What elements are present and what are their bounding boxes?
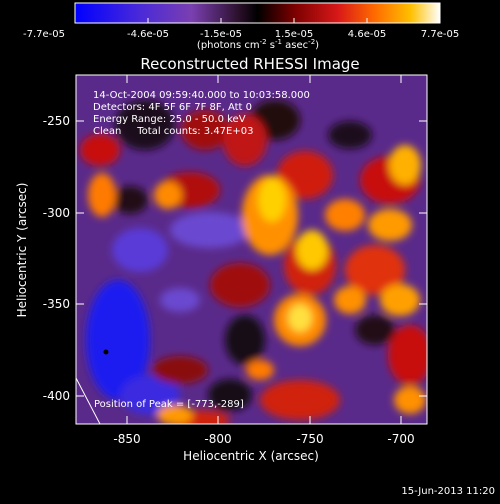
- x-tick-label: -800: [204, 432, 231, 446]
- footer-date: 15-Jun-2013 11:20: [401, 486, 495, 497]
- colorbar-tick-labels: -7.7e-05 -4.6e-05 -1.5e-05 1.5e-05 4.6e-…: [23, 29, 459, 40]
- peak-position-label: Position of Peak = [-773,-289]: [94, 399, 244, 410]
- peak-marker: [103, 349, 109, 355]
- annotation-line: 14-Oct-2004 09:59:40.000 to 10:03:58.000: [93, 90, 310, 101]
- y-axis-ticks: [76, 120, 427, 397]
- x-axis-ticks: [126, 75, 402, 424]
- y-axis-label: Heliocentric Y (arcsec): [15, 183, 29, 318]
- colorbar: [74, 2, 441, 24]
- x-tick-label: -850: [113, 432, 140, 446]
- x-tick-label: -750: [296, 432, 323, 446]
- cbar-tick-label: 7.7e-05: [421, 29, 459, 40]
- plot-frame: [75, 74, 428, 425]
- y-tick-labels: -250 -300 -350 -400: [43, 114, 70, 403]
- annotation-line: Clean Total counts: 3.47E+03: [93, 126, 253, 137]
- cbar-tick-label: -4.6e-05: [127, 29, 169, 40]
- x-tick-labels: -850 -800 -750 -700: [113, 432, 414, 446]
- y-tick-label: -300: [43, 206, 70, 220]
- x-tick-label: -700: [387, 432, 414, 446]
- annotation-block: 14-Oct-2004 09:59:40.000 to 10:03:58.000…: [93, 90, 310, 137]
- cbar-tick-label: -1.5e-05: [200, 29, 242, 40]
- colorbar-ticks: [74, 18, 441, 23]
- cbar-tick-label: 1.5e-05: [275, 29, 313, 40]
- plot-title: Reconstructed RHESSI Image: [140, 55, 359, 73]
- colorbar-units: (photons cm-2 s-1 asec-2): [197, 38, 319, 51]
- cbar-tick-label: -7.7e-05: [23, 29, 65, 40]
- y-tick-label: -350: [43, 297, 70, 311]
- y-tick-label: -250: [43, 114, 70, 128]
- rhessi-image: [76, 75, 427, 424]
- annotation-line: Detectors: 4F 5F 6F 7F 8F, Att 0: [93, 102, 252, 113]
- x-axis-label: Heliocentric X (arcsec): [183, 449, 319, 463]
- y-tick-label: -400: [43, 389, 70, 403]
- cbar-tick-label: 4.6e-05: [348, 29, 386, 40]
- annotation-line: Energy Range: 25.0 - 50.0 keV: [93, 114, 246, 125]
